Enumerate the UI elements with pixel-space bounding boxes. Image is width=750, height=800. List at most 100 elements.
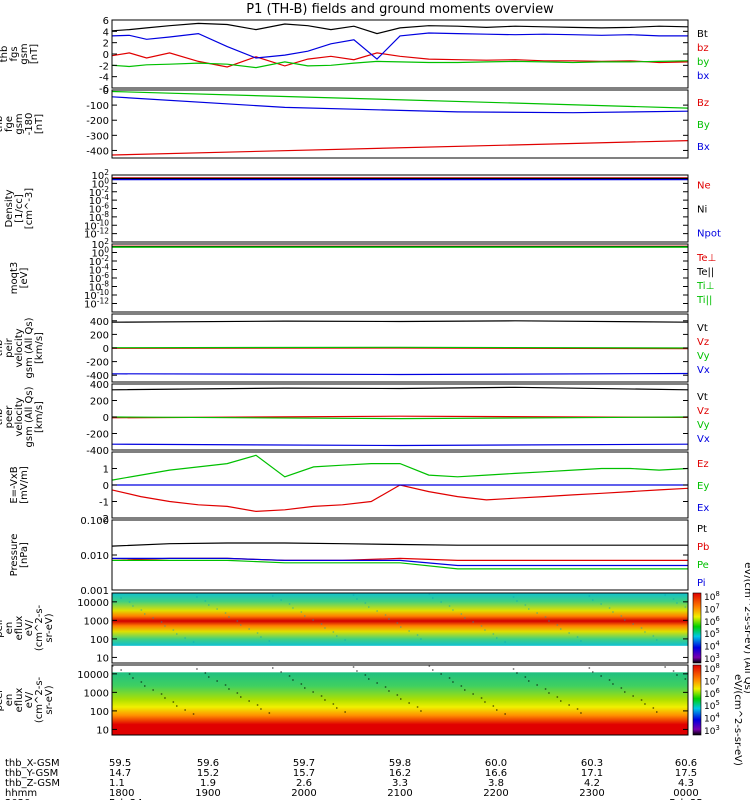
x-tick-value: 16.2	[389, 768, 411, 779]
spectrogram-speck	[464, 617, 466, 619]
y-tick-label: -300	[86, 131, 109, 142]
x-row-label: thb_Z-GSM	[5, 778, 60, 789]
y-label-line: moqt3	[9, 262, 20, 295]
legend-ey: Ey	[697, 481, 709, 492]
spectrogram-speck	[272, 595, 274, 597]
colorbar-tick-label: 103	[704, 652, 720, 665]
spectrogram-speck	[484, 701, 486, 703]
colorbar-tick-label: 105	[704, 699, 720, 712]
panel-peir-velocity: 400 200 0 -200 -400 thb peir velocity gsm (All Q…	[0, 313, 710, 383]
y-tick-label: 100	[91, 176, 109, 190]
y-tick-label: 10-10	[84, 218, 109, 232]
spectrogram-speck	[492, 705, 495, 707]
spectrogram-speck	[132, 605, 134, 607]
spectrogram-speck	[192, 641, 195, 643]
x-tick-value: 17.1	[581, 768, 603, 779]
spectrogram-speck	[256, 632, 259, 634]
y-tick-label: 10	[96, 725, 109, 736]
spectrogram-speck	[352, 594, 355, 596]
spectrogram-speck	[376, 610, 378, 612]
x-tick-value: 2100	[387, 788, 412, 799]
spectrogram-speck	[120, 597, 122, 599]
y-label-line: peer	[4, 405, 15, 429]
spectrogram-speck	[656, 639, 658, 641]
spectrogram-speck	[344, 711, 346, 713]
spectrogram-speck	[592, 671, 594, 673]
spectrogram-speck	[580, 712, 582, 714]
spectrogram-speck	[396, 694, 399, 696]
y-tick-label: -1	[99, 498, 109, 509]
y-label-line: (cm^2-s-	[34, 604, 45, 651]
spectrogram-speck	[416, 706, 419, 708]
legend-by: By	[697, 120, 710, 131]
spectrogram-speck	[184, 709, 186, 711]
y-axis-label: moqt3 [eV]	[9, 262, 30, 295]
spectrogram-speck	[580, 640, 582, 642]
spectrogram-speck	[588, 595, 591, 597]
spectrogram-speck	[176, 705, 178, 707]
spectrogram-speck	[260, 636, 262, 638]
spectrogram-speck	[432, 597, 434, 599]
spectrogram-speck	[612, 683, 614, 685]
spectrogram-speck	[664, 666, 666, 668]
panel-peer-eflux: 10000 1000 100 10 thbpeerenefluxeV/(cm^2-s-s…	[0, 662, 720, 737]
spectrogram-speck	[300, 611, 303, 613]
spectrogram-speck	[644, 703, 646, 705]
y-tick-label: 1000	[84, 688, 109, 699]
spectrogram-speck	[152, 689, 154, 691]
y-label-line: thb	[0, 116, 5, 133]
spectrogram-speck	[608, 607, 611, 609]
y-tick-label: -400	[86, 146, 109, 157]
spectrogram-speck	[560, 628, 562, 630]
spectrogram-speck	[512, 596, 515, 598]
spectrogram-speck	[184, 637, 186, 639]
spectrogram-speck	[292, 679, 294, 681]
spectrogram-speck	[448, 677, 451, 679]
spectrogram-speck	[208, 676, 210, 678]
y-label-line: (cm^2-s-	[34, 676, 45, 723]
series-line-bz	[111, 52, 689, 68]
spectrogram-speck	[420, 710, 422, 712]
x-tick-value: 60.6	[675, 758, 697, 769]
series-line-pi	[112, 557, 688, 567]
spectrogram-speck	[480, 625, 483, 627]
spectrogram-speck	[272, 667, 274, 669]
panel-frame	[111, 19, 689, 89]
colorbar-ion	[692, 592, 702, 664]
x-tick-value: 2000	[291, 788, 316, 799]
legend-bx: bx	[697, 71, 709, 82]
x-tick-value: 59.6	[197, 758, 219, 769]
spectrogram-speck	[228, 616, 230, 618]
spectrogram-speck	[536, 684, 538, 686]
y-tick-label: -200	[86, 358, 109, 369]
y-tick-label: -400	[86, 446, 109, 457]
spectrogram-speck	[652, 635, 655, 637]
spectrogram-speck	[576, 636, 579, 638]
y-axis-label: thb fgs gsm [nT]	[0, 43, 40, 64]
spectrogram-speck	[248, 628, 250, 630]
spectrogram-speck	[620, 687, 623, 689]
spectrogram-speck	[344, 639, 346, 641]
y-label-line: thb	[0, 409, 5, 426]
spectrogram-speck	[268, 712, 271, 714]
spectrogram-speck	[288, 603, 291, 605]
spectrogram-speck	[644, 631, 646, 633]
spectrogram-speck	[684, 606, 687, 608]
spectrogram-speck	[516, 672, 518, 674]
y-label-line: [mV/m]	[19, 466, 30, 504]
spectrogram-speck	[160, 693, 163, 695]
y-tick-label: 0	[103, 413, 109, 424]
spectrogram-speck	[336, 635, 338, 637]
spectrogram-speck	[528, 680, 530, 682]
y-tick-label: 200	[90, 397, 109, 408]
spectrogram-speck	[408, 630, 410, 632]
spectrogram-speck	[128, 673, 131, 675]
x-tick-value: 16.6	[485, 768, 507, 779]
spectrogram-speck	[204, 600, 207, 602]
spectrogram-speck	[364, 602, 367, 604]
colorbar-label-electron: eV/(cm^2-s-sr-eV)	[732, 674, 743, 766]
legend-pe: Pe	[697, 560, 709, 571]
spectrogram-speck	[440, 673, 442, 675]
y-tick-label: 102	[91, 237, 109, 251]
spectrogram-speck	[216, 680, 218, 682]
